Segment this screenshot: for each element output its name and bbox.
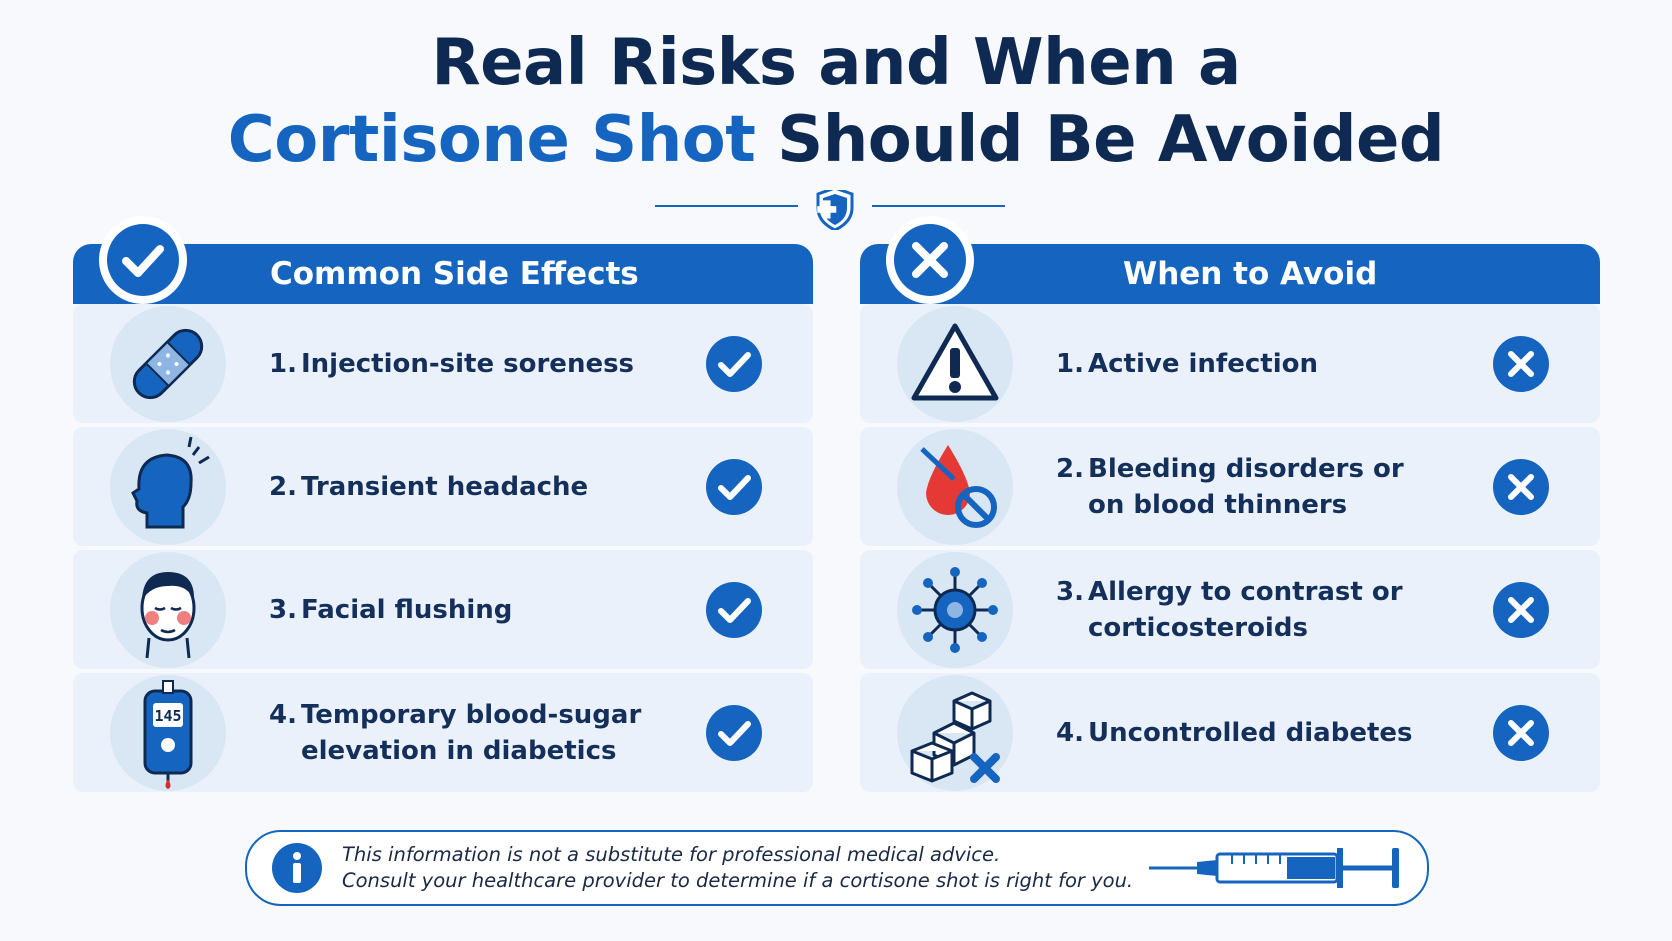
item-row: 1. Active infection (860, 304, 1600, 423)
item-number: 2. (1056, 453, 1084, 484)
item-number: 4. (269, 699, 297, 730)
item-number: 1. (269, 348, 297, 379)
item-line: on blood thinners (1056, 487, 1476, 523)
item-number: 4. (1056, 717, 1084, 748)
item-icon (110, 429, 226, 545)
panel: When to Avoid 1. Active infection 2. Bleedin… (860, 216, 1600, 796)
item-line: elevation in diabetics (269, 733, 689, 769)
check-mark (706, 582, 762, 638)
item-text: 2. Transient headache (269, 427, 689, 546)
note-text: This information is not a substitute for… (342, 842, 1133, 894)
note-line: Consult your healthcare provider to dete… (342, 869, 1134, 892)
cross-mark (1493, 459, 1549, 515)
title-highlight: Cortisone Shot (227, 103, 756, 177)
item-line: corticosteroids (1056, 610, 1476, 646)
item-label: Injection-site soreness (301, 348, 635, 379)
item-number: 3. (1056, 576, 1084, 607)
cross-mark (1493, 705, 1549, 761)
item-icon (897, 429, 1013, 545)
item-icon (110, 552, 226, 668)
item-label: Uncontrolled diabetes (1088, 717, 1413, 748)
item-label: Active infection (1088, 348, 1319, 379)
item-line: 2. Bleeding disorders or (1056, 451, 1476, 487)
item-line: 3. Facial flushing (269, 592, 689, 628)
item-line: 4. Temporary blood-sugar (269, 697, 689, 733)
item-number (269, 733, 301, 769)
check-mark (706, 459, 762, 515)
item-text: 4. Uncontrolled diabetes (1056, 673, 1476, 792)
syringe-icon (1149, 848, 1399, 888)
item-icon (110, 306, 226, 422)
item-label: Bleeding disorders or (1088, 453, 1404, 484)
panel-badge (99, 216, 187, 304)
item-text: 4. Temporary blood-sugar elevation in diab… (269, 673, 689, 792)
item-row: 1. Injection-site soreness (73, 304, 813, 423)
item-icon (897, 306, 1013, 422)
title-line1: Real Risks and When a (431, 26, 1241, 100)
item-line: 4. Uncontrolled diabetes (1056, 715, 1476, 751)
check-mark (706, 705, 762, 761)
panel: Common Side Effects 1. Injection-site sore… (73, 216, 813, 796)
panel-header: Common Side Effects (73, 244, 813, 304)
item-line: 1. Injection-site soreness (269, 346, 689, 382)
item-label: Temporary blood-sugar (301, 699, 642, 730)
panel-header: When to Avoid (860, 244, 1600, 304)
item-row: 145 4. Temporary blood-sugar elevation in d… (73, 673, 813, 792)
divider (655, 190, 1005, 230)
panel-heading: When to Avoid (1123, 256, 1378, 292)
item-label: corticosteroids (1088, 612, 1308, 643)
item-number: 3. (269, 594, 297, 625)
item-label: elevation in diabetics (301, 735, 617, 766)
item-row: 4. Uncontrolled diabetes (860, 673, 1600, 792)
note-line: This information is not a substitute for… (342, 843, 1001, 866)
item-text: 1. Active infection (1056, 304, 1476, 423)
note-box: This information is not a substitute for… (245, 830, 1429, 906)
item-row: 3. Allergy to contrast or corticosteroids (860, 550, 1600, 669)
item-icon (897, 552, 1013, 668)
item-label: on blood thinners (1088, 489, 1348, 520)
item-icon: 145 (110, 675, 226, 791)
panel-badge (886, 216, 974, 304)
title-rest: Should Be Avoided (777, 103, 1445, 177)
item-line: 3. Allergy to contrast or (1056, 574, 1476, 610)
item-row: 2. Bleeding disorders or on blood thinners (860, 427, 1600, 546)
item-text: 2. Bleeding disorders or on blood thinners (1056, 427, 1476, 546)
item-row: 3. Facial flushing (73, 550, 813, 669)
panel-heading: Common Side Effects (270, 256, 639, 292)
item-number: 2. (269, 471, 297, 502)
item-line: 2. Transient headache (269, 469, 689, 505)
item-row: 2. Transient headache (73, 427, 813, 546)
item-icon (897, 675, 1013, 791)
item-label: Transient headache (301, 471, 589, 502)
meter-reading: 145 (154, 707, 181, 725)
cross-mark (1493, 582, 1549, 638)
check-mark (706, 336, 762, 392)
item-label: Allergy to contrast or (1088, 576, 1403, 607)
item-label: Facial flushing (301, 594, 513, 625)
item-number (1056, 487, 1088, 523)
item-number: 1. (1056, 348, 1084, 379)
cross-mark (1493, 336, 1549, 392)
item-text: 3. Allergy to contrast or corticosteroids (1056, 550, 1476, 669)
title-line2: Cortisone Shot Should Be Avoided (0, 103, 1672, 177)
item-text: 3. Facial flushing (269, 550, 689, 669)
item-number (1056, 610, 1088, 646)
item-text: 1. Injection-site soreness (269, 304, 689, 423)
info-icon (272, 843, 322, 893)
item-line: 1. Active infection (1056, 346, 1476, 382)
